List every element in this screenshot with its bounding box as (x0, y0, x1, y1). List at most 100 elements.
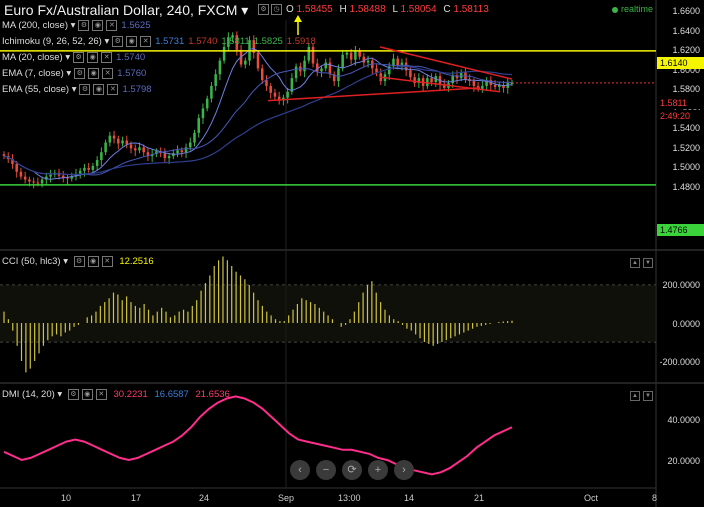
dmi-settings-icon[interactable]: ⚙ (67, 389, 79, 400)
candle-body (510, 82, 514, 84)
indicator-value: 1.5760 (117, 68, 147, 80)
candle-body (455, 75, 459, 79)
candle-body (277, 96, 281, 101)
dmi-value-minus: 21.6536 (195, 389, 230, 401)
indicator-visibility-icon[interactable]: ◉ (93, 84, 105, 95)
dmi-axis-20: 20.0000 (667, 456, 700, 466)
candle-body (413, 77, 416, 84)
indicator-close-icon[interactable]: ✕ (106, 20, 118, 31)
trendline-upper (379, 46, 513, 80)
candle-body (502, 84, 505, 88)
dmi-visibility-icon[interactable]: ◉ (81, 389, 93, 400)
scroll-right-button[interactable]: › (394, 460, 414, 480)
indicator-value: 1.5825 (253, 36, 283, 48)
high-label: H (339, 4, 347, 15)
indicator-visibility-icon[interactable]: ◉ (87, 52, 99, 63)
indicator-value: 1.5811 (221, 36, 250, 48)
indicator-label[interactable]: EMA (7, close) (2, 68, 64, 80)
candle-body (180, 150, 184, 153)
price-axis-label: 1.5800 (672, 84, 700, 94)
settings-icon[interactable]: ⚙ (258, 4, 269, 15)
cci-minimize-icon[interactable]: ▼ (643, 258, 653, 268)
indicator-label[interactable]: MA (20, close) (2, 52, 63, 64)
indicator-value: 1.5625 (121, 20, 151, 32)
dmi-label[interactable]: DMI (14, 20) (2, 389, 55, 401)
candle-body (307, 46, 311, 61)
indicator-settings-icon[interactable]: ⚙ (79, 84, 91, 95)
time-axis-label: 8 (652, 493, 658, 503)
cci-close-icon[interactable]: ✕ (101, 256, 113, 267)
dmi-maximize-icon[interactable]: ▲ (630, 391, 640, 401)
candle-body (290, 78, 294, 92)
time-axis-label: 17 (131, 493, 142, 503)
candle-body (430, 78, 433, 83)
candle-body (142, 147, 145, 153)
candle-body (83, 167, 86, 171)
indicator-value: 1.5740 (188, 36, 218, 48)
indicator-settings-icon[interactable]: ⚙ (112, 36, 124, 47)
candle-body (133, 148, 137, 151)
realtime-status: realtime (612, 4, 653, 14)
candle-body (472, 81, 476, 86)
candle-body (294, 66, 298, 79)
candle-body (320, 68, 323, 72)
indicator-visibility-icon[interactable]: ◉ (126, 36, 138, 47)
price-tag: 1.5811 (657, 97, 704, 109)
indicator-settings-icon[interactable]: ⚙ (74, 68, 86, 79)
candle-body (387, 66, 391, 75)
indicator-label[interactable]: Ichimoku (9, 26, 52, 26) (2, 36, 102, 48)
realtime-label: realtime (621, 4, 654, 14)
candle-body (358, 50, 361, 57)
cci-settings-icon[interactable]: ⚙ (73, 256, 85, 267)
indicator-settings-icon[interactable]: ⚙ (78, 20, 90, 31)
candle-body (150, 154, 154, 157)
candle-body (256, 52, 260, 69)
indicator-close-icon[interactable]: ✕ (107, 84, 119, 95)
reset-chart-button[interactable]: ⟳ (342, 460, 362, 480)
candle-body (311, 46, 315, 64)
dmi-value-adx: 30.2231 (113, 389, 148, 401)
candle-body (23, 176, 27, 180)
candle-body (121, 140, 124, 144)
candle-body (417, 78, 421, 84)
candle-body (366, 60, 370, 63)
indicator-settings-icon[interactable]: ⚙ (73, 52, 85, 63)
symbol-title[interactable]: Euro Fx/Australian Dollar, 240, FXCM ▾ (4, 2, 249, 18)
price-axis-label: 1.6600 (672, 6, 700, 16)
indicator-close-icon[interactable]: ✕ (140, 36, 152, 47)
zoom-out-button[interactable]: − (316, 460, 336, 480)
chart-header: Euro Fx/Australian Dollar, 240, FXCM ▾ ⚙… (0, 0, 704, 20)
candle-body (286, 91, 289, 98)
indicator-value: 1.5731 (155, 36, 185, 48)
indicator-label[interactable]: EMA (55, close) (2, 84, 70, 96)
candle-body (40, 179, 44, 184)
alert-icon[interactable]: ◷ (271, 4, 282, 15)
high-value: 1.58488 (349, 4, 386, 15)
candle-body (231, 35, 234, 38)
indicator-close-icon[interactable]: ✕ (101, 52, 113, 63)
indicator-visibility-icon[interactable]: ◉ (88, 68, 100, 79)
close-label: C (443, 4, 451, 15)
cci-maximize-icon[interactable]: ▲ (630, 258, 640, 268)
status-dot-icon (612, 6, 618, 13)
time-axis-label: 13:00 (338, 493, 361, 503)
candle-body (210, 85, 213, 99)
candle-body (129, 144, 133, 149)
candle-body (15, 163, 18, 172)
time-axis-label: 10 (61, 493, 72, 503)
candle-body (188, 142, 192, 148)
candle-body (2, 154, 6, 157)
dmi-close-icon[interactable]: ✕ (95, 389, 107, 400)
cci-label[interactable]: CCI (50, hlc3) (2, 256, 61, 268)
candle-body (125, 140, 129, 145)
dmi-minimize-icon[interactable]: ▼ (643, 391, 653, 401)
zoom-in-button[interactable]: + (368, 460, 388, 480)
scroll-left-button[interactable]: ‹ (290, 460, 310, 480)
candle-body (442, 84, 446, 88)
indicator-visibility-icon[interactable]: ◉ (92, 20, 104, 31)
candle-body (78, 170, 82, 174)
cci-visibility-icon[interactable]: ◉ (87, 256, 99, 267)
indicator-label[interactable]: MA (200, close) (2, 20, 68, 32)
indicator-close-icon[interactable]: ✕ (102, 68, 114, 79)
